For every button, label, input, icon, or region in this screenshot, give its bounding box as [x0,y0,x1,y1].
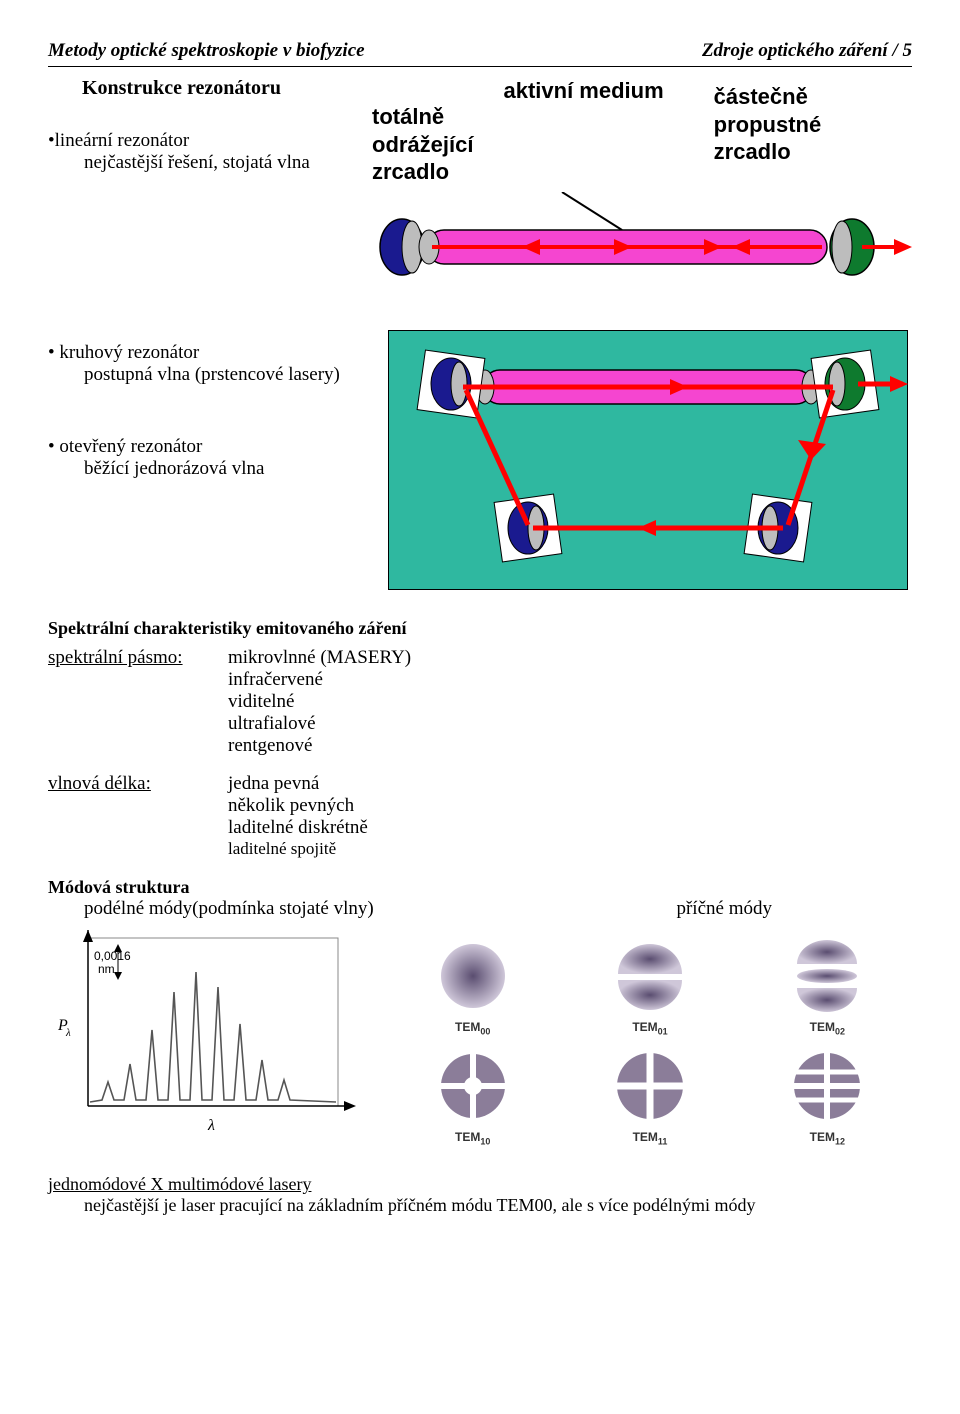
ring-resonator-row: • kruhový rezonátor postupná vlna (prste… [48,322,912,590]
bottom-line2: nejčastější je laser pracující na základ… [84,1195,912,1216]
bottom-block: jednomódové X multimódové lasery nejčast… [48,1174,912,1216]
mode-heading: Módová struktura [48,877,912,898]
spectral-heading: Spektrální charakteristiky emitovaného z… [48,618,912,639]
ytick-label: 0,0016 [94,949,131,963]
tem12-cell: TEM12 [751,1046,904,1146]
ring-resonator-diagram [388,330,908,590]
wavelength-label: vlnová délka: [48,773,228,859]
tem02-cell: TEM02 [751,936,904,1036]
wavelength-v2: několik pevných [228,795,368,817]
wavelength-v3: laditelné diskrétně [228,817,368,839]
ring-title: • kruhový rezonátor [48,342,368,364]
label-mid1: totálně [372,103,473,131]
label-r3: zrcadlo [714,138,822,166]
label-r1: částečně [714,83,822,111]
mode-left: podélné módy(podmínka stojaté vlny) [84,898,374,920]
spectral-label: spektrální pásmo: [48,647,228,757]
linear-laser-diagram [372,192,912,292]
spectral-v5: rentgenové [228,735,411,757]
label-mid2: odrážející [372,131,473,159]
tem-mode-grid: TEM00 TEM01 TEM02 [388,930,912,1153]
tem11-cell: TEM11 [573,1046,726,1146]
linear-resonator-row: Konstrukce rezonátoru •lineární rezonáto… [48,77,912,292]
bottom-line1: jednomódové X multimódové lasery [48,1174,912,1195]
wavelength-v1: jedna pevná [228,773,368,795]
wavelength-v4: laditelné spojitě [228,839,368,859]
section-title: Konstrukce rezonátoru [82,77,354,100]
linear-title: •lineární rezonátor [48,130,354,152]
label-top: aktivní medium [503,77,663,166]
wavelength-row: vlnová délka: jedna pevná několik pevnýc… [48,773,912,859]
longitudinal-mode-spectrum: P λ λ 0,0016 nm [48,930,358,1140]
label-r2: propustné [714,111,822,139]
tem00-cell: TEM00 [396,936,549,1036]
spectral-v2: infračervené [228,669,411,691]
open-title: • otevřený rezonátor [48,436,368,458]
svg-text:λ: λ [65,1027,71,1039]
open-sub: běžící jednorázová vlna [84,458,368,480]
tem10-cell: TEM10 [396,1046,549,1146]
header-left: Metody optické spektroskopie v biofyzice [48,40,365,62]
spectral-v1: mikrovlnné (MASERY) [228,647,411,669]
ring-sub: postupná vlna (prstencové lasery) [84,364,368,386]
linear-sub: nejčastější řešení, stojatá vlna [84,152,354,174]
images-row: P λ λ 0,0016 nm TEM00 [48,930,912,1153]
tem01-cell: TEM01 [573,936,726,1036]
spectral-v4: ultrafialové [228,713,411,735]
page-header: Metody optické spektroskopie v biofyzice… [48,40,912,62]
spectral-band-row: spektrální pásmo: mikrovlnné (MASERY) in… [48,647,912,757]
svg-text:λ: λ [207,1117,215,1134]
mode-right: příčné módy [676,898,772,920]
header-rule [48,66,912,67]
label-mid3: zrcadlo [372,158,473,186]
yunit-label: nm [98,962,115,976]
spectral-v3: viditelné [228,691,411,713]
header-right: Zdroje optického záření / 5 [702,40,912,62]
